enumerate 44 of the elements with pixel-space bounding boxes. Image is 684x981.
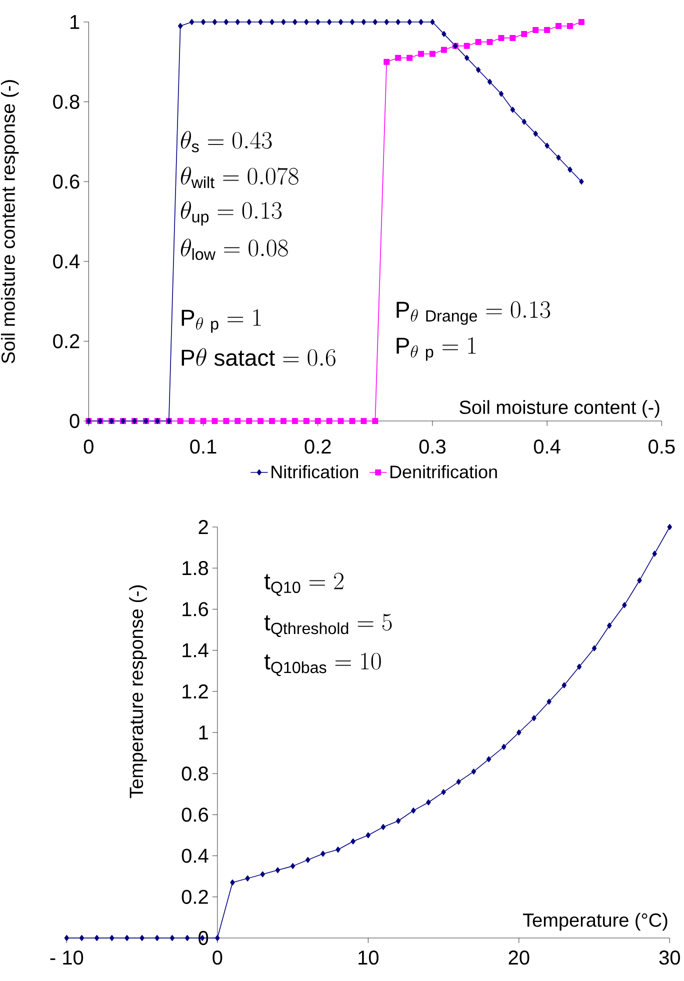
- x-tick-label: 20: [508, 950, 530, 965]
- annotation: $\theta_{\mathrm{up}} = 0.13$: [180, 201, 282, 226]
- y-tick-label: 0.8: [182, 766, 208, 781]
- y-tick-label: 0.2: [182, 890, 208, 904]
- annotation: $\theta_{\mathrm{s}} = 0.43$: [180, 130, 272, 152]
- annotation: $\mathrm{t}_{\mathrm{Q10bas}} = 10$: [264, 652, 381, 676]
- y-tick-label: 1.4: [182, 643, 208, 658]
- y-tick-label: 1.6: [182, 602, 208, 616]
- x-tick-label: 0.3: [419, 440, 446, 454]
- x-tick-label: 30: [659, 950, 680, 965]
- annotation: $\mathrm{P}_{\theta\ \mathrm{p}} = 1$: [396, 337, 476, 361]
- y-tick-label: 0.6: [182, 808, 208, 822]
- legend-label: Nitrification: [272, 465, 358, 478]
- x-tick-label: 0: [212, 950, 222, 965]
- x-tick-label: - 10: [50, 950, 84, 965]
- y-tick-label: 0: [70, 414, 80, 428]
- x-axis-title: Temperature (°C): [522, 912, 668, 931]
- annotation: $\mathrm{t}_{\mathrm{Q10}} = 2$: [264, 572, 344, 596]
- annotation: $\mathrm{P}\theta\ \mathrm{satact} = 0.6$: [182, 348, 336, 366]
- y-tick-label: 0.4: [53, 254, 80, 268]
- annotation: $\mathrm{t}_{\mathrm{Qthreshold}} = 5$: [264, 614, 392, 638]
- y-tick-label: 1: [70, 15, 80, 29]
- y-tick-label: 2: [198, 520, 208, 534]
- x-axis-title: Soil moisture content (-): [460, 400, 660, 418]
- y-axis-title: Temperature response (-): [129, 585, 147, 798]
- x-tick-label: 0: [84, 440, 94, 454]
- y-tick-label: 0.4: [182, 848, 208, 863]
- x-tick-label: 0.2: [304, 440, 331, 454]
- x-tick-label: 10: [358, 950, 378, 965]
- y-axis-title: Soil moisture content response (-): [0, 80, 19, 364]
- y-tick-label: 1.8: [182, 561, 208, 576]
- annotation: $\mathrm{P}_{\theta\ \mathrm{Drange}} = 0.13$: [396, 301, 550, 325]
- y-tick-label: 0.6: [53, 174, 80, 189]
- annotation: $\theta_{\mathrm{wilt}} = 0.078$: [180, 166, 298, 188]
- x-tick-label: 0.4: [534, 440, 560, 454]
- x-tick-label: 0.5: [648, 440, 675, 454]
- legend-label: Denitrification: [390, 465, 497, 478]
- y-tick-label: 1.2: [182, 684, 208, 698]
- y-tick-label: 1: [199, 726, 208, 740]
- y-tick-label: 0.8: [53, 94, 80, 109]
- annotation: $\theta_{\mathrm{low}} = 0.08$: [180, 238, 288, 260]
- x-tick-label: 0.1: [190, 440, 216, 454]
- annotation: $\mathrm{P}_{\theta\ \mathrm{p}} = 1$: [182, 309, 261, 333]
- y-tick-label: 0.2: [53, 334, 80, 348]
